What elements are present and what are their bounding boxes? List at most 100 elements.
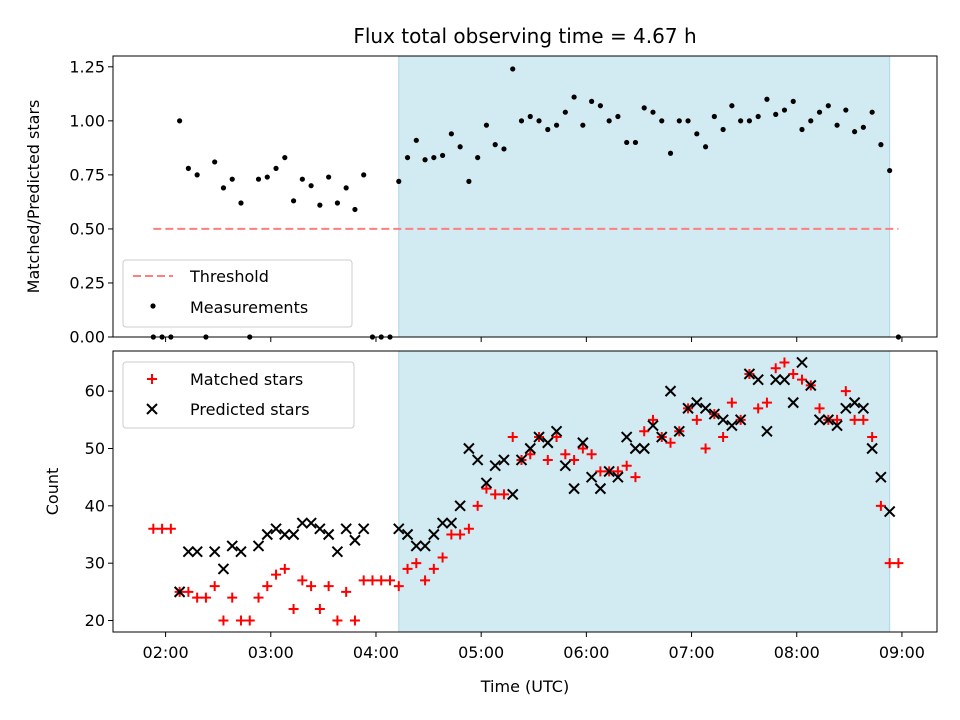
predicted-star-point — [208, 546, 221, 558]
matched-star-point — [726, 397, 737, 408]
predicted-star-point — [173, 586, 186, 598]
matched-star-point — [586, 449, 597, 460]
matched-star-point — [569, 454, 580, 465]
measurement-point — [527, 113, 533, 120]
bottom-y-ticks: 20 30 40 50 60 — [85, 382, 113, 630]
matched-star-point — [761, 397, 772, 408]
predicted-star-point — [217, 563, 230, 575]
chart-title: Flux total observing time = 4.67 h — [353, 24, 696, 48]
predicted-star-point — [620, 431, 633, 443]
measurement-point — [440, 152, 446, 159]
measurement-point — [475, 154, 481, 161]
legend-matched-label: Matched stars — [190, 370, 303, 389]
matched-star-point — [525, 449, 536, 460]
x-tick-label: 03:00 — [248, 643, 294, 662]
measurement-point — [536, 118, 542, 124]
matched-star-point — [165, 523, 176, 534]
matched-star-point — [463, 523, 474, 534]
matched-star-point — [875, 500, 886, 511]
predicted-star-point — [454, 500, 466, 512]
predicted-star-point — [314, 523, 326, 535]
measurement-point — [483, 122, 490, 128]
predicted-star-point — [840, 402, 852, 415]
measurement-point — [676, 118, 682, 124]
x-axis-label: Time (UTC) — [480, 677, 569, 696]
predicted-star-point — [761, 425, 773, 437]
predicted-star-point — [875, 471, 887, 483]
predicted-star-point — [805, 379, 817, 392]
x-tick-label: 06:00 — [563, 643, 609, 662]
measurement-point — [510, 66, 516, 72]
matched-star-point — [560, 449, 571, 460]
predicted-star-point — [480, 477, 493, 489]
measurement-point — [869, 109, 875, 115]
top-highlight-span — [398, 55, 891, 338]
measurement-point — [326, 174, 332, 180]
predicted-star-point — [717, 414, 729, 426]
matched-star-point — [297, 575, 308, 586]
predicted-star-point — [682, 402, 694, 415]
matched-star-point — [411, 558, 422, 569]
measurement-point — [229, 176, 235, 182]
matched-star-point — [472, 500, 483, 511]
predicted-star-point — [691, 396, 703, 409]
measurement-point — [825, 103, 831, 109]
measurement-point — [361, 172, 367, 178]
measurement-point — [667, 150, 674, 156]
matched-star-point — [209, 581, 220, 592]
y-tick-label: 60 — [85, 382, 105, 401]
measurement-point — [597, 103, 603, 109]
predicted-star-point — [410, 540, 423, 552]
matched-star-point — [306, 581, 317, 592]
bottom-legend: Matched stars Predicted stars — [122, 361, 355, 429]
matched-star-point — [498, 489, 509, 500]
measurement-point — [852, 129, 858, 135]
predicted-star-point — [296, 517, 309, 529]
measurement-point — [606, 118, 612, 124]
measurement-point — [282, 154, 288, 161]
top-legend-box — [122, 259, 353, 328]
predicted-star-point — [743, 368, 756, 380]
measurement-point — [632, 139, 639, 146]
measurement-point — [299, 176, 305, 182]
predicted-star-point — [629, 442, 642, 455]
top-panel: 0.00 0.25 0.50 0.75 1.00 1.25 Flux total obse… — [24, 24, 938, 347]
matched-star-point — [157, 523, 168, 534]
matched-star-point — [753, 403, 764, 414]
predicted-star-point — [182, 546, 195, 558]
predicted-stars-points — [173, 356, 896, 598]
predicted-star-point — [331, 546, 344, 558]
matched-star-point — [779, 357, 790, 368]
matched-star-point — [227, 592, 238, 603]
measurement-point — [413, 137, 419, 143]
measurement-point — [781, 107, 788, 113]
measurement-point — [466, 178, 472, 184]
measurement-point — [255, 176, 262, 182]
measurement-point — [308, 183, 314, 189]
matched-star-point — [428, 563, 439, 574]
matched-star-point — [884, 558, 895, 569]
predicted-star-point — [270, 523, 282, 535]
matched-star-point — [393, 581, 404, 592]
predicted-star-point — [463, 442, 475, 455]
measurement-point — [501, 146, 507, 152]
matched-star-point — [367, 575, 378, 586]
x-tick-label: 02:00 — [143, 643, 189, 662]
matched-star-point — [893, 558, 904, 569]
predicted-star-point — [848, 396, 861, 409]
matched-star-point — [271, 569, 282, 580]
matched-star-point — [612, 466, 623, 477]
predicted-star-point — [279, 528, 291, 541]
measurement-point — [492, 142, 498, 148]
matched-star-point — [577, 443, 588, 454]
predicted-star-point — [734, 414, 747, 426]
matched-star-point — [507, 432, 518, 443]
measurement-point — [317, 202, 323, 208]
predicted-star-point — [498, 454, 510, 466]
measurement-point — [720, 126, 726, 133]
matched-star-point — [200, 592, 211, 603]
measurement-point — [755, 113, 761, 120]
top-legend: Threshold Measurements — [122, 259, 353, 328]
y-tick-label: 1.25 — [69, 57, 105, 76]
measurement-point — [562, 109, 568, 115]
